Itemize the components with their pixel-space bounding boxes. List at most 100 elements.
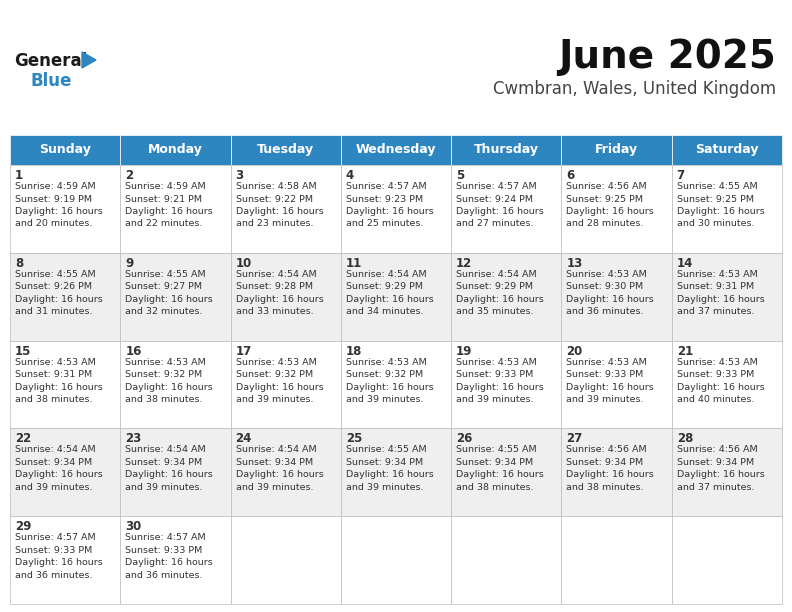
Text: 11: 11 [346,257,362,270]
Text: Daylight: 16 hours: Daylight: 16 hours [566,471,654,479]
Bar [562,165,672,253]
Text: Sunrise: 4:57 AM: Sunrise: 4:57 AM [15,533,96,542]
Text: Sunrise: 4:53 AM: Sunrise: 4:53 AM [346,357,427,367]
Text: Sunrise: 4:58 AM: Sunrise: 4:58 AM [235,182,316,191]
Bar [341,135,451,165]
Text: 5: 5 [456,169,464,182]
Text: and 36 minutes.: and 36 minutes. [15,571,93,580]
Text: Friday: Friday [595,143,638,157]
Text: Sunset: 9:34 PM: Sunset: 9:34 PM [676,458,754,467]
Bar [341,253,451,341]
Text: Sunset: 9:34 PM: Sunset: 9:34 PM [346,458,423,467]
Bar [672,253,782,341]
Bar [120,165,230,253]
Text: Sunrise: 4:53 AM: Sunrise: 4:53 AM [566,270,647,279]
Text: Daylight: 16 hours: Daylight: 16 hours [676,471,764,479]
Bar [230,516,341,604]
Text: Sunrise: 4:53 AM: Sunrise: 4:53 AM [15,357,96,367]
Bar [10,341,120,428]
Bar [672,135,782,165]
Text: Sunset: 9:33 PM: Sunset: 9:33 PM [125,546,203,554]
Text: Sunset: 9:24 PM: Sunset: 9:24 PM [456,195,533,204]
Text: 28: 28 [676,433,693,446]
Text: Daylight: 16 hours: Daylight: 16 hours [566,382,654,392]
Text: Sunrise: 4:55 AM: Sunrise: 4:55 AM [456,446,537,454]
Bar [120,135,230,165]
Text: Daylight: 16 hours: Daylight: 16 hours [676,382,764,392]
Bar [672,341,782,428]
Text: Daylight: 16 hours: Daylight: 16 hours [346,295,433,304]
Text: and 39 minutes.: and 39 minutes. [235,483,313,492]
Text: Sunset: 9:29 PM: Sunset: 9:29 PM [346,282,423,291]
Bar [341,341,451,428]
Bar [672,516,782,604]
Text: and 20 minutes.: and 20 minutes. [15,220,93,228]
Text: Cwmbran, Wales, United Kingdom: Cwmbran, Wales, United Kingdom [493,80,776,98]
Text: and 38 minutes.: and 38 minutes. [566,483,644,492]
Bar [562,341,672,428]
Text: Sunrise: 4:57 AM: Sunrise: 4:57 AM [346,182,426,191]
Text: General: General [14,52,87,70]
Text: 24: 24 [235,433,252,446]
Bar [120,428,230,516]
Text: 9: 9 [125,257,134,270]
Text: and 39 minutes.: and 39 minutes. [346,483,424,492]
Text: and 30 minutes.: and 30 minutes. [676,220,754,228]
Text: Daylight: 16 hours: Daylight: 16 hours [456,207,544,216]
Text: Sunset: 9:33 PM: Sunset: 9:33 PM [15,546,92,554]
Text: Daylight: 16 hours: Daylight: 16 hours [346,207,433,216]
Text: 6: 6 [566,169,575,182]
Text: Sunrise: 4:53 AM: Sunrise: 4:53 AM [676,270,757,279]
Text: 13: 13 [566,257,583,270]
Bar [120,253,230,341]
Bar [451,516,562,604]
Text: 22: 22 [15,433,31,446]
Text: and 37 minutes.: and 37 minutes. [676,483,754,492]
Text: Daylight: 16 hours: Daylight: 16 hours [15,471,103,479]
Bar [120,516,230,604]
Text: Sunrise: 4:59 AM: Sunrise: 4:59 AM [125,182,206,191]
Text: 17: 17 [235,345,252,357]
Text: Sunset: 9:32 PM: Sunset: 9:32 PM [235,370,313,379]
Text: Daylight: 16 hours: Daylight: 16 hours [676,295,764,304]
Text: 25: 25 [346,433,362,446]
Text: and 38 minutes.: and 38 minutes. [125,395,203,404]
Text: Daylight: 16 hours: Daylight: 16 hours [235,295,323,304]
Bar [10,253,120,341]
Text: and 27 minutes.: and 27 minutes. [456,220,534,228]
Text: and 25 minutes.: and 25 minutes. [346,220,423,228]
Text: and 32 minutes.: and 32 minutes. [125,307,203,316]
Text: 16: 16 [125,345,142,357]
Text: 10: 10 [235,257,252,270]
Text: Sunset: 9:33 PM: Sunset: 9:33 PM [456,370,533,379]
Text: 26: 26 [456,433,473,446]
Text: 14: 14 [676,257,693,270]
Bar [341,516,451,604]
Text: and 39 minutes.: and 39 minutes. [15,483,93,492]
Bar [562,135,672,165]
Text: Sunrise: 4:54 AM: Sunrise: 4:54 AM [235,270,316,279]
Bar [341,428,451,516]
Text: Daylight: 16 hours: Daylight: 16 hours [125,471,213,479]
Bar [230,165,341,253]
Text: and 33 minutes.: and 33 minutes. [235,307,313,316]
Text: Sunset: 9:22 PM: Sunset: 9:22 PM [235,195,313,204]
Text: and 28 minutes.: and 28 minutes. [566,220,644,228]
Text: and 39 minutes.: and 39 minutes. [125,483,203,492]
Text: Sunrise: 4:54 AM: Sunrise: 4:54 AM [456,270,537,279]
Text: and 39 minutes.: and 39 minutes. [235,395,313,404]
Bar [120,341,230,428]
Text: 21: 21 [676,345,693,357]
Text: Sunrise: 4:54 AM: Sunrise: 4:54 AM [15,446,96,454]
Text: Thursday: Thursday [474,143,539,157]
Text: 27: 27 [566,433,583,446]
Text: Sunrise: 4:57 AM: Sunrise: 4:57 AM [125,533,206,542]
Text: Sunset: 9:32 PM: Sunset: 9:32 PM [346,370,423,379]
Text: Sunset: 9:25 PM: Sunset: 9:25 PM [676,195,754,204]
Text: Daylight: 16 hours: Daylight: 16 hours [125,207,213,216]
Text: Sunrise: 4:54 AM: Sunrise: 4:54 AM [235,446,316,454]
Text: 3: 3 [235,169,244,182]
Text: 18: 18 [346,345,362,357]
Text: Sunrise: 4:54 AM: Sunrise: 4:54 AM [346,270,426,279]
Text: Saturday: Saturday [695,143,759,157]
